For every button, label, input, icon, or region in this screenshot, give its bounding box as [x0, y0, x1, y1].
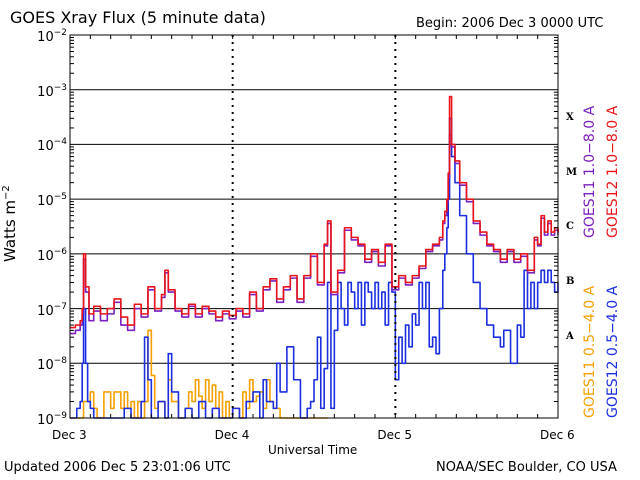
y-tick-label-7: 10−9 — [27, 409, 67, 428]
y-tick-base: 10 — [37, 139, 54, 155]
legend-entry-0: GOES11 1.0−8.0 A — [582, 105, 598, 238]
y-tick-label-0: 10−2 — [27, 26, 67, 45]
y-tick-base: 10 — [37, 303, 54, 319]
legend-entry-2: GOES11 0.5−4.0 A — [582, 285, 598, 418]
y-tick-exponent: −7 — [53, 301, 67, 312]
y-tick-label-4: 10−6 — [27, 245, 67, 264]
legend-entry-1: GOES12 1.0−8.0 A — [605, 105, 621, 238]
y-tick-base: 10 — [37, 194, 54, 210]
x-tick-label-0: Dec 3 — [52, 428, 87, 442]
y-tick-label-5: 10−7 — [27, 300, 67, 319]
x-tick-label-2: Dec 5 — [377, 428, 412, 442]
y-tick-label-6: 10−8 — [27, 354, 67, 373]
tick-layer — [69, 35, 559, 418]
x-axis-label: Universal Time — [268, 443, 358, 457]
begin-time-label: Begin: 2006 Dec 3 0000 UTC — [416, 16, 604, 31]
flare-class-x: X — [566, 111, 574, 123]
flare-class-c: C — [566, 221, 574, 233]
chart-title: GOES Xray Flux (5 minute data) — [10, 8, 266, 27]
credit-label: NOAA/SEC Boulder, CO USA — [436, 460, 617, 475]
series-goes11-1-0-8-0-a — [70, 133, 559, 335]
y-tick-base: 10 — [37, 84, 54, 100]
y-tick-label-1: 10−3 — [27, 81, 67, 100]
series-layer — [70, 95, 559, 419]
series-goes11-0-5-4-0-a — [70, 329, 328, 419]
y-tick-exponent: −3 — [53, 82, 67, 93]
x-tick-label-3: Dec 6 — [540, 428, 575, 442]
y-tick-label-2: 10−4 — [27, 135, 67, 154]
updated-timestamp: Updated 2006 Dec 5 23:01:06 UTC — [4, 460, 231, 475]
series-goes12-0-5-4-0-a — [70, 117, 559, 419]
y-tick-exponent: −4 — [53, 137, 67, 148]
grid-layer — [70, 34, 558, 419]
flare-class-a: A — [566, 330, 574, 342]
y-tick-exponent: −6 — [53, 246, 67, 257]
y-tick-exponent: −5 — [53, 192, 67, 203]
y-tick-exponent: −8 — [53, 356, 67, 367]
y-tick-base: 10 — [37, 30, 54, 45]
y-tick-exponent: −2 — [53, 28, 67, 38]
y-tick-base: 10 — [37, 358, 54, 374]
x-tick-label-1: Dec 4 — [214, 428, 250, 442]
y-axis-label: Watts m−2 — [1, 185, 19, 262]
flare-class-m: M — [566, 166, 578, 178]
y-tick-exponent: −9 — [53, 411, 67, 421]
flare-class-b: B — [566, 275, 575, 287]
y-tick-base: 10 — [37, 413, 54, 428]
series-goes12-1-0-8-0-a — [70, 95, 559, 329]
legend-entry-3: GOES12 0.5−4.0 A — [605, 285, 621, 418]
plot-frame — [69, 34, 559, 419]
y-tick-base: 10 — [37, 248, 54, 264]
y-tick-label-3: 10−5 — [27, 190, 67, 209]
